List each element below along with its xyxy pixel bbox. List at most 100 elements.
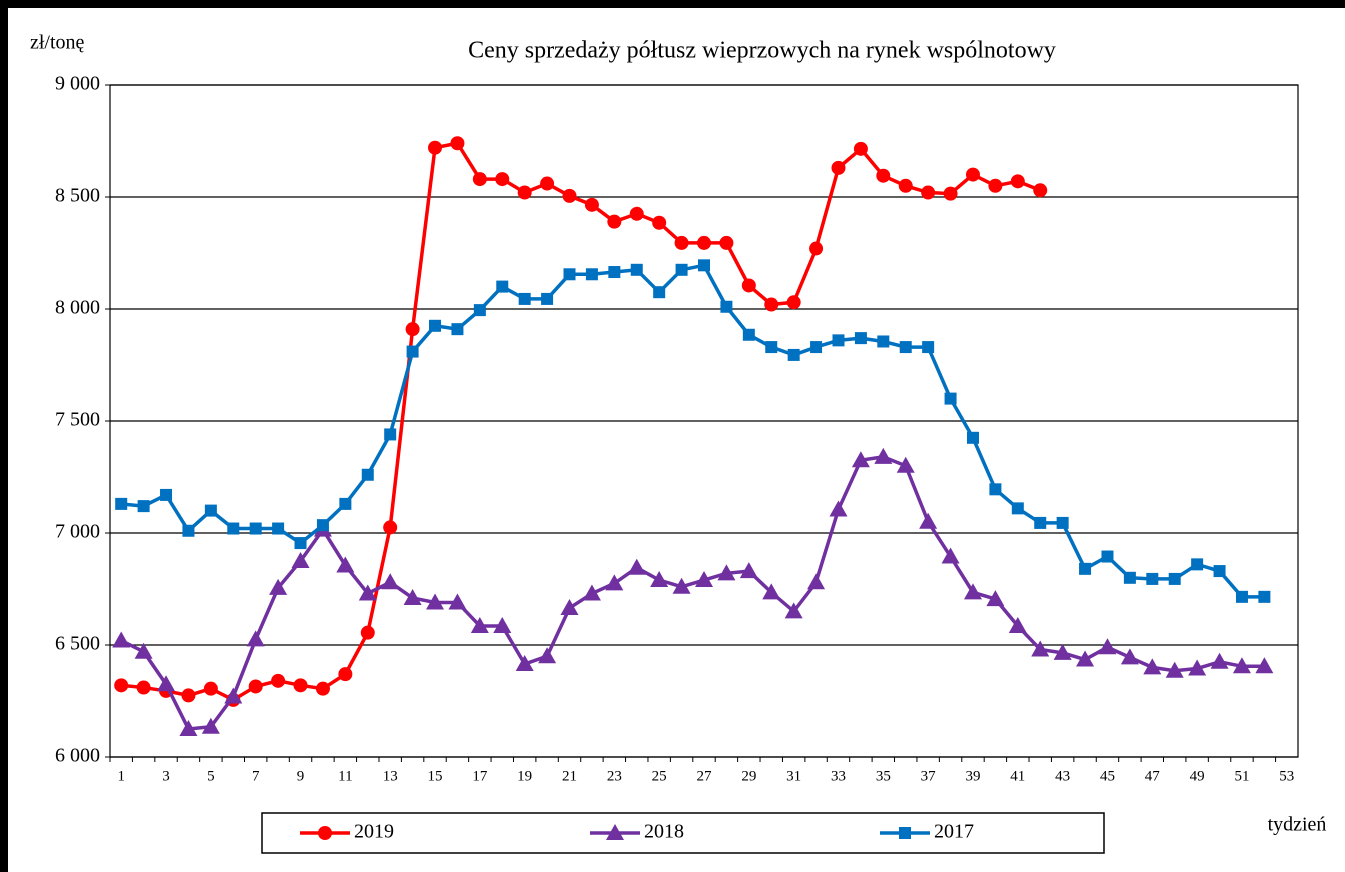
point	[965, 167, 980, 182]
point	[786, 295, 801, 310]
point	[470, 616, 489, 633]
point	[448, 593, 467, 610]
point	[629, 206, 644, 221]
y-tick-label: 8 000	[55, 297, 100, 319]
point	[695, 571, 713, 588]
point	[674, 235, 689, 250]
x-tick-label: 21	[562, 768, 577, 784]
y-axis-label: zł/tonę	[30, 32, 85, 54]
point	[739, 562, 758, 579]
point	[829, 500, 848, 517]
point	[876, 168, 891, 183]
point	[898, 178, 913, 193]
point	[1079, 562, 1092, 575]
point	[518, 292, 531, 305]
point	[136, 680, 151, 695]
point	[227, 522, 240, 535]
point	[248, 679, 263, 694]
point	[115, 497, 128, 510]
point	[114, 678, 129, 693]
point	[560, 599, 579, 616]
point	[741, 278, 756, 293]
point	[1210, 652, 1229, 669]
point	[426, 593, 445, 610]
point	[963, 583, 982, 600]
point	[1076, 650, 1095, 667]
point	[1008, 616, 1027, 633]
point	[137, 500, 150, 513]
x-tick-label: 41	[1010, 768, 1025, 784]
point	[1235, 590, 1248, 603]
point	[272, 522, 285, 535]
point	[181, 688, 196, 703]
point	[541, 292, 554, 305]
point	[515, 655, 534, 672]
point	[201, 717, 220, 734]
point	[249, 522, 262, 535]
point	[585, 268, 598, 281]
point	[473, 304, 486, 317]
point	[1168, 572, 1181, 585]
point	[428, 140, 443, 155]
point	[1191, 558, 1204, 571]
point	[1098, 638, 1117, 655]
x-tick-label: 47	[1145, 768, 1161, 784]
series-line	[121, 263, 1265, 599]
point	[652, 215, 667, 230]
point	[762, 583, 781, 600]
point	[717, 564, 736, 581]
point	[134, 642, 153, 659]
point	[719, 235, 734, 250]
point	[246, 630, 265, 647]
x-axis-label: tydzień	[1268, 814, 1327, 836]
point	[650, 571, 669, 588]
legend-label: 2018	[644, 821, 684, 843]
point	[1010, 174, 1025, 189]
point	[607, 214, 622, 229]
point	[765, 341, 778, 354]
point	[584, 197, 599, 212]
point	[224, 687, 243, 704]
point	[627, 558, 646, 575]
point	[853, 141, 868, 156]
plot-frame	[109, 84, 1299, 758]
point	[1146, 572, 1159, 585]
point	[495, 172, 510, 187]
x-tick-label: 13	[383, 768, 398, 784]
x-tick-label: 35	[876, 768, 891, 784]
point	[1056, 516, 1069, 529]
point	[1053, 643, 1072, 660]
point	[336, 556, 355, 573]
point	[608, 266, 621, 279]
point	[810, 341, 823, 354]
legend-label: 2017	[934, 821, 974, 843]
point	[1120, 648, 1139, 665]
point	[517, 185, 532, 200]
x-tick-label: 25	[652, 768, 667, 784]
x-tick-label: 1	[117, 768, 125, 784]
point	[160, 488, 173, 501]
chart-title: Ceny sprzedaży półtusz wieprzowych na ry…	[468, 38, 1056, 64]
x-tick-label: 9	[297, 768, 305, 784]
y-tick-label: 9 000	[55, 73, 100, 95]
point	[1034, 516, 1047, 529]
y-tick-label: 6 000	[55, 745, 100, 767]
point	[403, 588, 422, 605]
point	[493, 616, 512, 633]
point	[316, 519, 329, 532]
point	[429, 319, 442, 332]
point	[112, 631, 131, 648]
point	[720, 300, 733, 313]
point	[540, 176, 555, 191]
point	[698, 259, 710, 272]
point	[203, 681, 218, 696]
x-tick-label: 27	[697, 768, 713, 784]
point	[851, 451, 870, 468]
point	[1143, 658, 1162, 675]
series-line	[120, 455, 1265, 731]
point	[1213, 565, 1226, 578]
point	[204, 504, 217, 517]
legend-label: 2019	[354, 821, 394, 843]
point	[630, 263, 643, 276]
